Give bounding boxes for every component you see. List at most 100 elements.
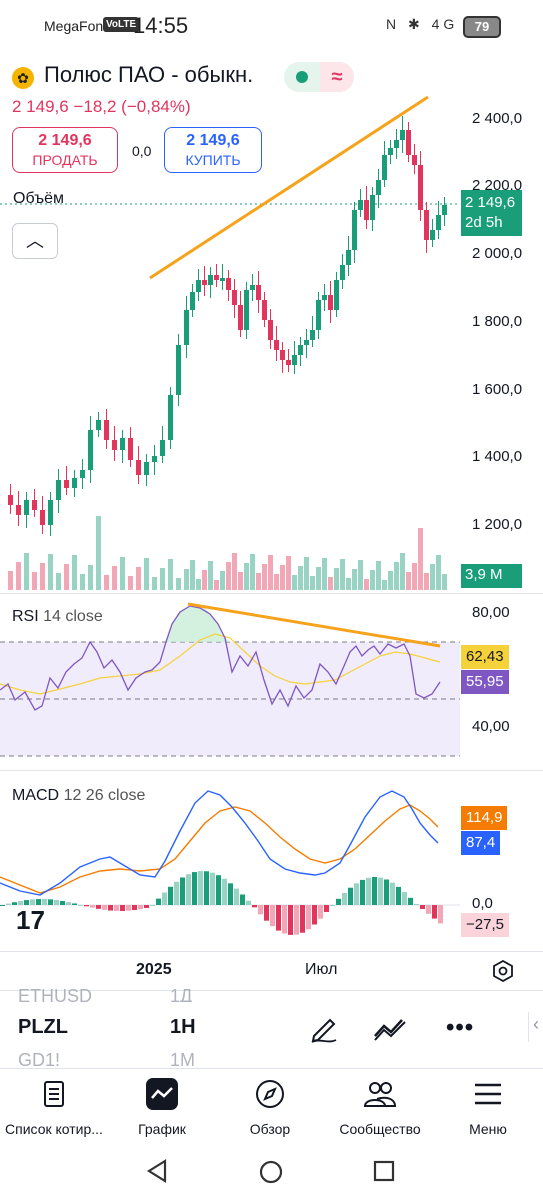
volume-bar bbox=[202, 570, 207, 590]
back-icon[interactable] bbox=[146, 1159, 168, 1183]
clock: 14:55 bbox=[133, 13, 189, 38]
nav-menu[interactable]: Меню bbox=[440, 1077, 536, 1137]
x-tick: Июл bbox=[305, 961, 338, 978]
candle bbox=[298, 345, 303, 355]
macd-title[interactable]: MACD 12 26 close bbox=[12, 787, 145, 805]
volume-bar bbox=[16, 562, 21, 590]
market-status-pill[interactable]: ≈ bbox=[284, 62, 354, 92]
volume-bar bbox=[48, 554, 53, 590]
rsi-chart[interactable] bbox=[0, 594, 460, 770]
volume-bar bbox=[352, 569, 357, 590]
volume-bar bbox=[238, 572, 243, 590]
volume-bar bbox=[56, 573, 61, 590]
macd-hist-bar bbox=[234, 888, 239, 905]
nav-label: Обзор bbox=[249, 1121, 291, 1137]
candle bbox=[72, 478, 77, 488]
collapse-indicators-button[interactable]: ︿ bbox=[12, 223, 58, 259]
buy-button[interactable]: 2 149,6 КУПИТЬ bbox=[164, 127, 262, 173]
nav-chart[interactable]: График bbox=[112, 1077, 212, 1137]
rsi-title[interactable]: RSI 14 close bbox=[12, 608, 103, 626]
volume-bar bbox=[40, 563, 45, 590]
watchlist-current-interval[interactable]: 1H bbox=[170, 1016, 196, 1038]
sell-button[interactable]: 2 149,6 ПРОДАТЬ bbox=[12, 127, 118, 173]
candle bbox=[112, 440, 117, 450]
candle bbox=[382, 155, 387, 180]
macd-hist-bar bbox=[144, 905, 149, 908]
volume-bar bbox=[286, 556, 291, 590]
candle bbox=[104, 420, 109, 440]
candle bbox=[144, 462, 149, 475]
volume-bar bbox=[160, 568, 165, 590]
candle bbox=[280, 350, 285, 360]
macd-hist-bar bbox=[78, 904, 83, 906]
candle bbox=[238, 305, 243, 330]
macd-hist-bar bbox=[198, 871, 203, 905]
macd-hist-bar bbox=[420, 905, 425, 909]
volume-bar bbox=[268, 555, 273, 590]
macd-hist-bar bbox=[258, 905, 263, 915]
watchlist-prev-interval[interactable]: 1Д bbox=[170, 986, 193, 1002]
volume-bar bbox=[184, 569, 189, 590]
volume-bar bbox=[152, 577, 157, 590]
watchlist-current-symbol[interactable]: PLZL bbox=[18, 1016, 68, 1038]
flower-icon: ✿ bbox=[12, 67, 34, 89]
volume-indicator-label[interactable]: Объём bbox=[13, 190, 64, 207]
arrow-left-icon[interactable]: ‹ bbox=[533, 1014, 539, 1034]
carrier-name: MegaFon bbox=[44, 18, 104, 34]
macd-hist-bar bbox=[108, 905, 113, 911]
pane-divider bbox=[0, 770, 543, 771]
divider bbox=[0, 990, 543, 991]
macd-hist-bar bbox=[30, 899, 35, 905]
watchlist-next-symbol[interactable]: GD1! bbox=[18, 1050, 61, 1066]
last-price-tag: 2 149,6 2d 5h bbox=[461, 190, 522, 236]
symbol-name[interactable]: Полюс ПАО - обыкн. bbox=[44, 62, 254, 87]
system-navigation-bar bbox=[0, 1142, 543, 1200]
rsi-ma-line bbox=[0, 633, 441, 695]
nav-overview[interactable]: Обзор bbox=[220, 1077, 320, 1137]
candle bbox=[442, 205, 447, 215]
last-price: 2 149,6 bbox=[465, 194, 516, 211]
pane-divider bbox=[0, 951, 543, 952]
macd-chart[interactable] bbox=[0, 771, 460, 951]
candle bbox=[352, 210, 357, 250]
indicators-icon[interactable] bbox=[372, 1012, 410, 1044]
status-bar: MegaFon VoLTE 14:55 N ✱ 4G 79 bbox=[0, 0, 543, 52]
volume-bar bbox=[32, 572, 37, 590]
sell-label: ПРОДАТЬ bbox=[32, 152, 98, 168]
recents-icon[interactable] bbox=[373, 1160, 395, 1182]
candle bbox=[8, 495, 13, 505]
candle bbox=[152, 456, 157, 462]
volume-bar bbox=[120, 557, 125, 590]
rsi-overbought-fill bbox=[165, 605, 230, 642]
price-chart[interactable] bbox=[0, 0, 543, 600]
candle bbox=[274, 340, 279, 350]
rsi-name: RSI bbox=[12, 608, 39, 625]
y-tick: 2 400,0 bbox=[472, 110, 523, 127]
home-icon[interactable] bbox=[258, 1159, 284, 1185]
volume-bar bbox=[304, 557, 309, 590]
watchlist-prev-symbol[interactable]: ETHUSD bbox=[18, 986, 93, 1002]
macd-line bbox=[0, 790, 439, 896]
macd-hist-bar bbox=[372, 877, 377, 905]
macd-hist-bar bbox=[162, 892, 167, 905]
volume-bar bbox=[72, 555, 77, 590]
macd-hist-bar bbox=[24, 900, 29, 905]
nav-watchlist[interactable]: Список котир... bbox=[0, 1077, 108, 1137]
candle bbox=[340, 265, 345, 280]
rsi-ma-value-tag: 62,43 bbox=[461, 645, 509, 669]
community-icon bbox=[363, 1082, 397, 1107]
watchlist-next-interval[interactable]: 1M bbox=[170, 1050, 196, 1066]
macd-hist-bar bbox=[426, 905, 431, 914]
settings-hexagon-icon[interactable] bbox=[492, 960, 514, 982]
candle bbox=[436, 215, 441, 230]
pane-divider bbox=[0, 593, 543, 594]
more-options-icon[interactable]: ••• bbox=[446, 1014, 475, 1041]
macd-hist-bar bbox=[48, 899, 53, 905]
candle bbox=[418, 165, 423, 210]
macd-hist-bar bbox=[270, 905, 275, 927]
status-icons: N ✱ 4G bbox=[386, 16, 459, 32]
macd-hist-bar bbox=[174, 881, 179, 905]
nav-community[interactable]: Сообщество bbox=[328, 1077, 432, 1137]
draw-pen-icon[interactable] bbox=[308, 1012, 340, 1044]
buy-price: 2 149,6 bbox=[186, 132, 240, 149]
